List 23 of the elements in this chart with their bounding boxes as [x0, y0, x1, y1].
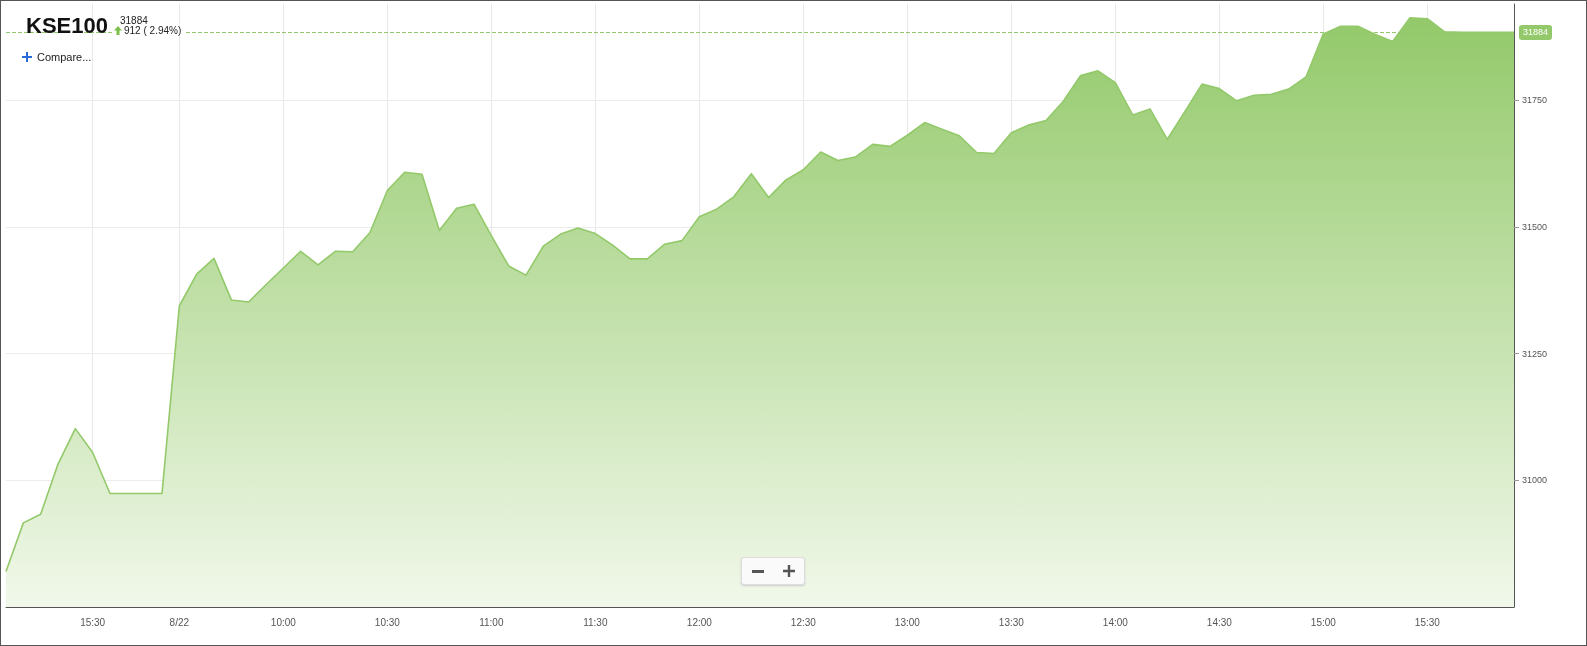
annotation: 912 ( 2.94%) — [124, 25, 182, 36]
y-tick-label: 31250 — [1522, 348, 1548, 359]
x-tick-label: 10:00 — [270, 616, 297, 628]
chart-title: KSE100 — [26, 12, 108, 38]
y-tick-label: 31000 — [1522, 475, 1548, 486]
x-tick-label: 10:30 — [374, 616, 401, 628]
x-tick-label: 8/22 — [169, 616, 190, 628]
text: 31884 — [120, 14, 149, 26]
annotation: Compare... — [37, 51, 92, 63]
x-tick-label: 11:00 — [479, 616, 504, 628]
x-tick-label: 13:00 — [894, 616, 921, 628]
x-tick-label: 14:00 — [1102, 616, 1129, 628]
x-tick-label: 13:30 — [998, 616, 1025, 628]
x-tick-label: 11:30 — [583, 616, 608, 628]
x-tick-label: 14:30 — [1206, 616, 1233, 628]
x-tick-label: 12:00 — [686, 616, 713, 628]
x-tick-label: 12:30 — [790, 616, 817, 628]
x-tick-label: 15:00 — [1310, 616, 1337, 628]
x-tick-label: 15:30 — [80, 616, 106, 628]
x-tick-label: 15:30 — [1414, 616, 1441, 628]
y-tick-label: 31500 — [1522, 221, 1548, 232]
ref-line-label: 31884 — [1523, 27, 1549, 38]
y-tick-label: 31750 — [1522, 95, 1548, 106]
